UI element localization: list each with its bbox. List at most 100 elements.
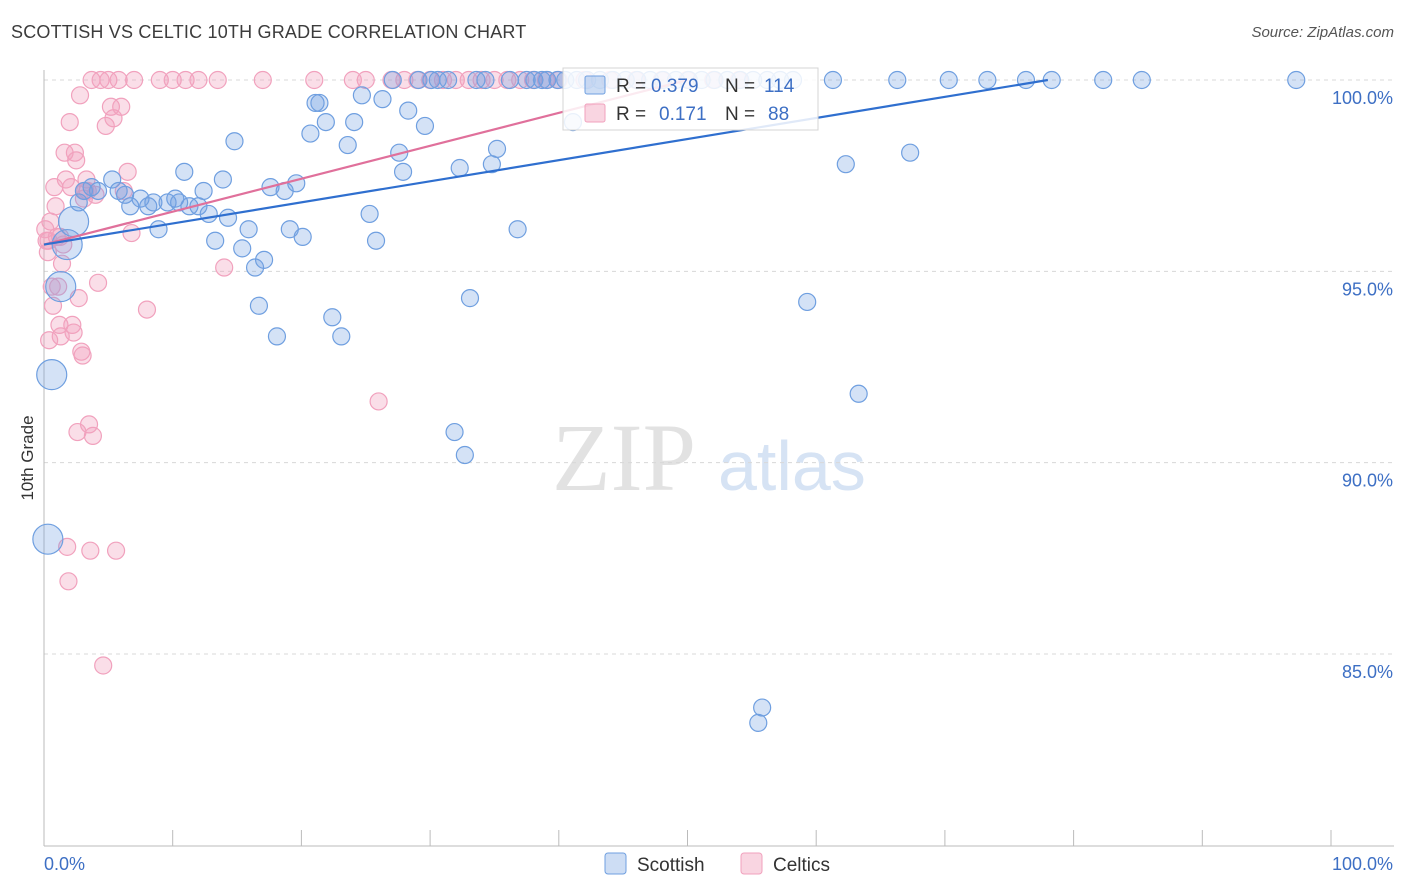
scottish-point xyxy=(218,208,238,227)
scottish-point xyxy=(239,220,258,239)
source-label: Source: ZipAtlas.com xyxy=(1251,24,1394,41)
scottish-point xyxy=(823,70,843,90)
scottish-point xyxy=(517,70,536,90)
celtics-point xyxy=(124,70,144,90)
legend-n-value-scottish: 114 xyxy=(764,76,795,97)
celtics-point xyxy=(163,70,182,90)
celtics-point xyxy=(109,70,128,90)
scottish-point xyxy=(36,359,68,391)
scottish-point xyxy=(323,308,342,327)
x-ticks xyxy=(43,830,1332,846)
scottish-point xyxy=(415,116,435,136)
scottish-point xyxy=(287,174,306,193)
scottish-point xyxy=(439,70,458,90)
chart-title: SCOTTISH VS CELTIC 10TH GRADE CORRELATIO… xyxy=(11,22,527,42)
scottish-point xyxy=(352,86,371,105)
celtics-point xyxy=(64,323,83,342)
celtics-point xyxy=(215,258,234,277)
scottish-point xyxy=(428,70,447,90)
celtics-point xyxy=(356,70,375,90)
scottish-point xyxy=(1132,70,1151,90)
legend-r-label-scottish: R = xyxy=(616,76,646,97)
celtics-point xyxy=(63,315,82,335)
celtics-point xyxy=(122,223,141,243)
scottish-point xyxy=(267,327,287,346)
celtics-point xyxy=(343,70,362,90)
legend: R = 0.379 N = 114 R = 0.171 N = 88 xyxy=(562,67,819,131)
scottish-point xyxy=(360,204,379,224)
celtics-point xyxy=(176,70,195,90)
y-tick-label: 100.0% xyxy=(1332,88,1393,108)
scottish-point xyxy=(901,143,920,162)
celtics-point xyxy=(96,116,115,136)
celtics-point xyxy=(446,70,465,90)
legend-n-label-celtics: N = xyxy=(725,104,755,125)
scottish-point xyxy=(32,523,64,555)
scottish-point xyxy=(445,422,464,442)
gridlines xyxy=(44,79,1394,655)
scottish-point xyxy=(399,101,418,120)
scottish-point xyxy=(753,698,772,717)
celtics-point xyxy=(50,315,69,335)
scottish-point xyxy=(460,289,480,308)
scottish-point xyxy=(532,70,552,90)
legend-r-label-celtics: R = xyxy=(616,104,646,125)
axes xyxy=(43,70,1394,847)
celtics-point xyxy=(65,143,84,162)
scottish-point xyxy=(978,70,997,90)
scottish-point xyxy=(249,296,269,315)
celtics-point xyxy=(67,151,86,170)
scottish-point xyxy=(45,271,77,303)
legend-n-label-scottish: N = xyxy=(725,76,755,97)
scottish-series xyxy=(32,70,1306,732)
scottish-point xyxy=(476,70,495,90)
celtics-point xyxy=(253,70,272,90)
scottish-point xyxy=(103,170,122,189)
scottish-point xyxy=(306,93,325,113)
celtics-point xyxy=(472,70,491,90)
celtics-point xyxy=(150,70,169,90)
y-axis-label: 10th Grade xyxy=(18,415,37,500)
scottish-point xyxy=(69,193,88,212)
legend-n-value-celtics: 88 xyxy=(768,104,789,125)
y-tick-label: 95.0% xyxy=(1342,279,1393,299)
scottish-point xyxy=(316,112,335,132)
celtics-point xyxy=(99,70,118,90)
celtics-point xyxy=(94,656,113,675)
scottish-point xyxy=(836,155,855,174)
bottom-legend: Scottish Celtics xyxy=(604,852,830,876)
bottom-legend-label-celtics: Celtics xyxy=(773,855,830,876)
scottish-point xyxy=(849,384,868,403)
scottish-point xyxy=(525,70,544,90)
scottish-point xyxy=(500,70,519,90)
scottish-point xyxy=(383,70,402,90)
scottish-point xyxy=(301,124,320,143)
celtics-point xyxy=(79,415,99,434)
scottish-point xyxy=(1016,70,1036,90)
watermark-zip: ZIP xyxy=(552,404,696,511)
scottish-point xyxy=(225,132,244,151)
celtics-point xyxy=(112,97,131,116)
scottish-point xyxy=(233,239,252,258)
celtics-point xyxy=(137,300,157,319)
celtics-point xyxy=(59,572,78,591)
scottish-point xyxy=(366,231,386,250)
celtics-point xyxy=(189,70,208,90)
scottish-point xyxy=(487,139,507,158)
scottish-point xyxy=(144,193,163,212)
celtics-point xyxy=(91,70,110,90)
y-tick-label: 90.0% xyxy=(1342,471,1393,491)
scottish-point xyxy=(538,70,557,90)
celtics-point xyxy=(106,541,126,560)
celtics-point xyxy=(46,197,65,216)
scottish-point xyxy=(798,292,817,312)
scottish-point xyxy=(455,445,474,465)
scottish-point xyxy=(194,181,213,201)
bottom-legend-label-scottish: Scottish xyxy=(637,855,705,876)
celtics-point xyxy=(60,112,79,132)
celtics-point xyxy=(42,277,61,296)
celtics-series xyxy=(36,70,749,675)
scottish-trendline xyxy=(43,78,1049,246)
legend-swatch-celtics xyxy=(584,103,606,123)
scottish-point xyxy=(213,170,232,189)
